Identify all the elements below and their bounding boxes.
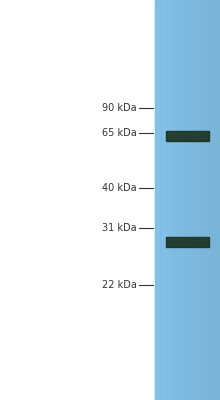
Bar: [203, 0, 205, 400]
Bar: [190, 0, 192, 400]
Bar: [177, 0, 179, 400]
Bar: [211, 0, 213, 400]
Bar: [198, 0, 200, 400]
Bar: [216, 0, 218, 400]
Bar: [174, 0, 177, 400]
Bar: [209, 0, 211, 400]
Bar: [159, 0, 161, 400]
Bar: [155, 0, 220, 400]
Text: 22 kDa: 22 kDa: [102, 280, 137, 290]
Bar: [166, 237, 209, 247]
Bar: [196, 0, 198, 400]
Bar: [200, 0, 203, 400]
Text: 65 kDa: 65 kDa: [102, 128, 137, 138]
Bar: [181, 0, 183, 400]
Text: 90 kDa: 90 kDa: [102, 103, 137, 113]
Bar: [168, 0, 170, 400]
Bar: [166, 131, 209, 141]
Bar: [187, 0, 190, 400]
Bar: [172, 0, 174, 400]
Bar: [205, 0, 207, 400]
Bar: [166, 0, 168, 400]
Bar: [179, 0, 181, 400]
Bar: [157, 0, 159, 400]
Bar: [170, 0, 172, 400]
Bar: [218, 0, 220, 400]
Bar: [164, 0, 166, 400]
Bar: [161, 0, 164, 400]
Bar: [155, 0, 157, 400]
Text: 31 kDa: 31 kDa: [102, 223, 137, 233]
Bar: [192, 0, 194, 400]
Bar: [169, 237, 207, 240]
Bar: [185, 0, 187, 400]
Bar: [183, 0, 185, 400]
Bar: [207, 0, 209, 400]
Text: 40 kDa: 40 kDa: [102, 183, 137, 193]
Bar: [194, 0, 196, 400]
Bar: [213, 0, 216, 400]
Bar: [169, 131, 207, 134]
